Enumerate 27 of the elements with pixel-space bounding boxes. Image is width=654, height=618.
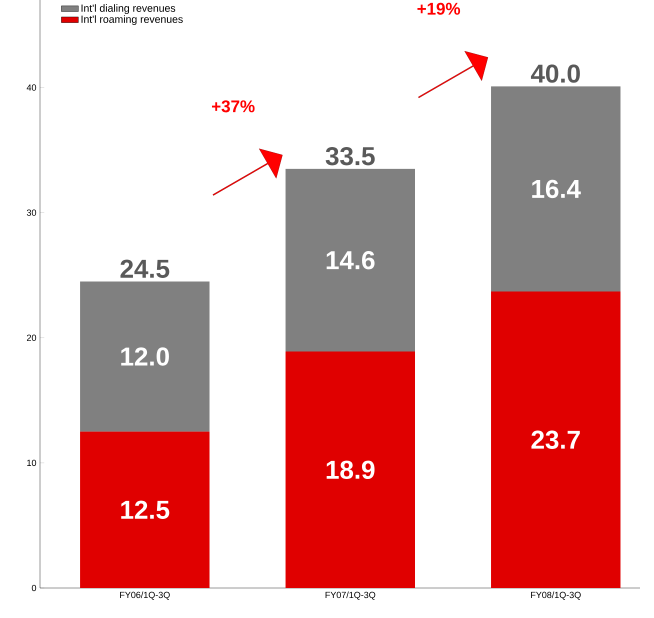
x-tick-label: FY07/1Q-3Q: [326, 592, 376, 600]
x-tick-label: FY08/1Q-3Q: [531, 592, 581, 600]
annotation: +19%: [417, 2, 460, 15]
bar: [286, 168, 416, 352]
y-tick-label: 10: [27, 460, 36, 466]
data-label: 23.7: [531, 430, 580, 449]
data-label: 14.6: [326, 251, 375, 270]
y-tick-label: 20: [26, 334, 36, 341]
x-tick-label: FY06/1Q-3Q: [120, 592, 170, 600]
total-label: 33.5: [326, 146, 375, 166]
y-tick-label: 0: [32, 584, 36, 592]
bar: [491, 86, 620, 292]
bar: [286, 352, 416, 588]
data-label: 18.9: [326, 460, 375, 479]
data-label: 16.4: [532, 180, 581, 198]
data-label: 12.0: [121, 347, 169, 366]
bar: [80, 432, 210, 588]
annotation: +37%: [212, 100, 255, 112]
legend-label: Int'l dialing revenues: [82, 4, 176, 14]
data-label: 12.5: [121, 500, 170, 519]
bar: [491, 291, 620, 588]
total-label: 40.0: [530, 64, 580, 83]
bar: [80, 281, 210, 432]
legend-label: Int'l roaming revenues: [82, 15, 183, 25]
y-tick-label: 30: [26, 209, 36, 216]
y-tick-label: 40: [26, 84, 36, 91]
total-label: 24.5: [120, 260, 170, 278]
